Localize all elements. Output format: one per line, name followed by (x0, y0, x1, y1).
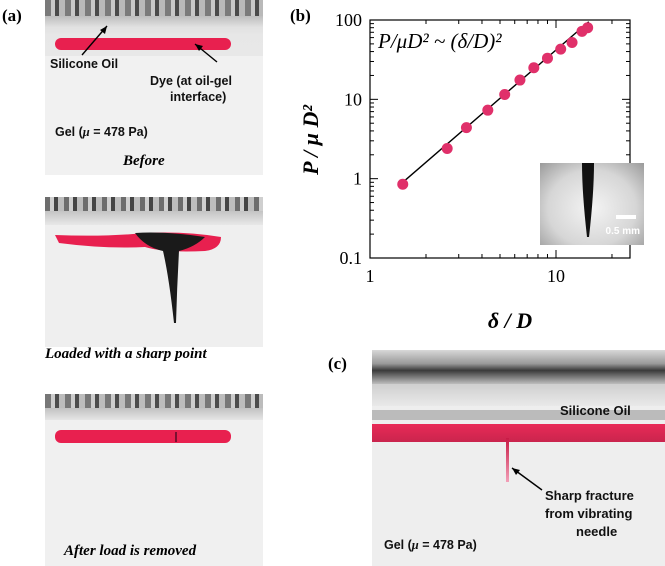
data-point (441, 143, 453, 155)
caption-before: Before (123, 153, 165, 169)
dye-label-line2: interface) (170, 90, 227, 104)
y-tick-label: 100 (335, 10, 362, 30)
data-point (566, 37, 578, 49)
fracture-label-line2: from vibrating (545, 506, 633, 521)
needle-inset: 0.5 mm (540, 163, 644, 245)
photo-before (45, 0, 263, 175)
photo-after (45, 394, 263, 566)
gel-label-c: Gel (μ = 478 Pa) (384, 538, 477, 552)
x-tick-label: 1 (366, 266, 375, 286)
data-point (555, 43, 567, 55)
data-point (528, 62, 540, 74)
panel-b-letter: (b) (290, 6, 311, 25)
data-point (582, 22, 594, 34)
x-axis-label: δ / D (488, 308, 532, 333)
y-tick-label: 0.1 (340, 248, 363, 268)
photo-loaded-indent (55, 232, 221, 323)
needle-icon (582, 163, 636, 237)
panel-a-letter: (a) (2, 6, 22, 25)
inset-scale-label: 0.5 mm (605, 226, 640, 237)
x-tick-label: 10 (547, 266, 565, 286)
data-point (460, 122, 472, 134)
y-tick-label: 10 (344, 89, 362, 109)
y-tick-label: 1 (353, 169, 362, 189)
data-point (482, 104, 494, 116)
photo-before-arrows (81, 25, 218, 63)
photo-loaded (45, 197, 263, 347)
photo-fracture-arrow (511, 467, 543, 491)
panel-c-letter: (c) (328, 354, 347, 373)
dye-label-line1: Dye (at oil-gel (150, 74, 232, 88)
fracture-label-line3: needle (576, 524, 618, 539)
data-point (541, 52, 553, 64)
caption-loaded: Loaded with a sharp point (45, 346, 207, 362)
y-axis-label: P / μ D² (298, 105, 323, 176)
caption-after: After load is removed (64, 543, 197, 559)
data-point (397, 178, 409, 190)
power-law-annotation: P/μD² ~ (δ/D)² (377, 29, 502, 53)
silicone-oil-label-a: Silicone Oil (50, 57, 119, 71)
fracture-label-line1: Sharp fracture (545, 488, 634, 503)
silicone-oil-label-c: Silicone Oil (560, 403, 631, 418)
data-point (499, 89, 511, 101)
gel-label-a: Gel (μ = 478 Pa) (55, 125, 148, 139)
photo-fracture (372, 350, 665, 566)
data-point (514, 74, 526, 86)
